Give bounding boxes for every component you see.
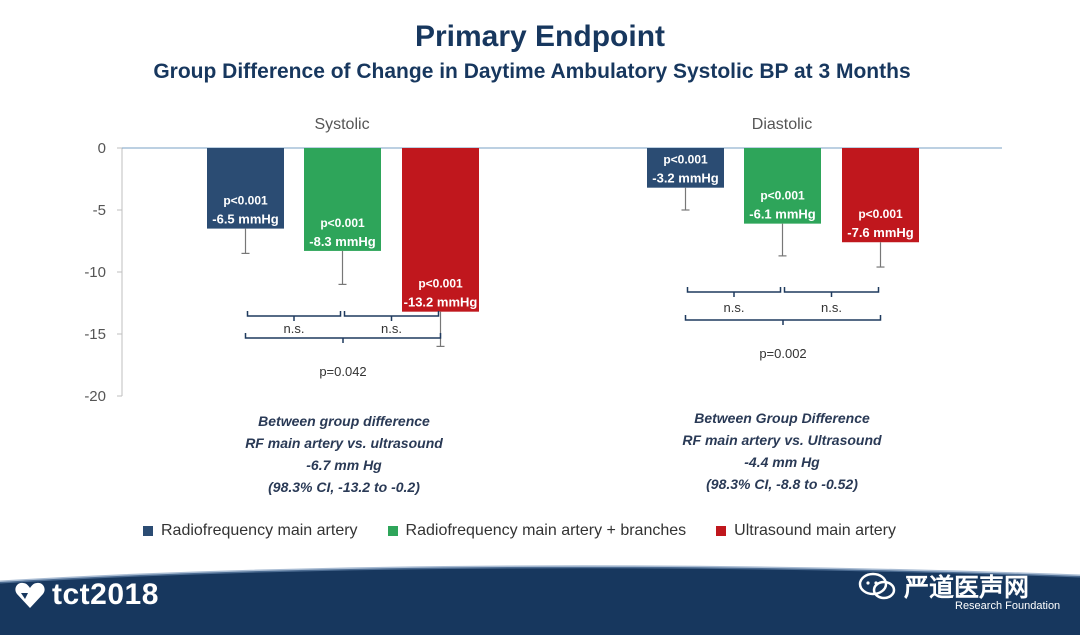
overall-label: p=0.002 (759, 346, 806, 361)
pair-bracket (343, 311, 440, 321)
footer-band (0, 560, 1080, 635)
tct-brand-text: tct2018 (52, 578, 159, 611)
pair-label: n.s. (724, 300, 745, 315)
bar (207, 148, 284, 229)
pair-label: n.s. (381, 321, 402, 336)
data-label-value: -3.2 mmHg (652, 171, 719, 186)
footer-org-text: Research Foundation (955, 600, 1061, 612)
data-label-p: p<0.001 (320, 216, 365, 230)
y-tick-label: -10 (84, 264, 106, 281)
legend-label-rf-main: Radiofrequency main artery (161, 522, 358, 539)
data-label-p: p<0.001 (760, 189, 805, 203)
tct-heart-icon (15, 582, 45, 608)
diastolic-diff-comparison: RF main artery vs. Ultrasound (682, 432, 882, 448)
legend-item-ultrasound: Ultrasound main artery (716, 522, 896, 540)
systolic-diff-value: -6.7 mm Hg (306, 457, 382, 473)
data-label-value: -8.3 mmHg (309, 234, 376, 249)
data-label-value: -6.1 mmHg (749, 207, 816, 222)
legend-label-rf-branches: Radiofrequency main artery + branches (405, 522, 687, 539)
pair-label: n.s. (284, 321, 305, 336)
diastolic-diff-value: -4.4 mm Hg (744, 454, 820, 470)
bar (842, 148, 919, 243)
legend-swatch-ultrasound (716, 526, 727, 536)
watermark-text: 严道医声网 (904, 574, 1030, 602)
legend-swatch-rf-branches (387, 526, 398, 536)
legend-item-rf-branches: Radiofrequency main artery + branches (387, 522, 687, 540)
chart-legend: Radiofrequency main artery Radiofrequenc… (143, 522, 896, 540)
y-tick-label: 0 (98, 140, 106, 157)
category-label: Diastolic (752, 116, 812, 133)
legend-item-rf-main: Radiofrequency main artery (143, 522, 358, 540)
legend-swatch-rf-main (143, 526, 153, 536)
data-label-p: p<0.001 (663, 153, 708, 167)
data-label-value: -13.2 mmHg (404, 295, 478, 310)
wechat-icon (858, 572, 896, 600)
data-label-p: p<0.001 (223, 194, 268, 208)
data-label-value: -6.5 mmHg (212, 212, 279, 227)
bar (647, 148, 724, 188)
category-label: Systolic (314, 116, 369, 133)
bar (744, 148, 821, 224)
pair-bracket (246, 311, 342, 321)
overall-bracket (244, 333, 442, 343)
page-title: Primary Endpoint (414, 20, 666, 53)
diastolic-diff-ci: (98.3% CI, -8.8 to -0.52) (706, 476, 858, 492)
footer-wave (0, 565, 1080, 635)
systolic-between-group-difference: Between group difference RF main artery … (174, 410, 514, 498)
y-tick-label: -15 (84, 326, 106, 343)
overall-bracket (684, 315, 882, 325)
watermark: 严道医声网 (858, 568, 1029, 604)
legend-label-ultrasound: Ultrasound main artery (734, 522, 896, 539)
diastolic-diff-heading: Between Group Difference (694, 410, 870, 426)
overall-label: p=0.042 (319, 364, 366, 379)
systolic-diff-ci: (98.3% CI, -13.2 to -0.2) (268, 479, 420, 495)
pair-bracket (783, 287, 880, 297)
data-label-p: p<0.001 (858, 207, 903, 221)
tct-logo: tct2018 (14, 578, 159, 612)
systolic-diff-heading: Between group difference (258, 413, 430, 429)
y-tick-label: -20 (84, 388, 106, 405)
bar-chart: 0 -5 -10 -15 -20 Systolic Diastolic p<0.001 -6.5… (84, 116, 1002, 405)
bar (402, 148, 479, 312)
y-tick-label: -5 (93, 202, 106, 219)
bar (304, 148, 381, 251)
page-subtitle: Group Difference of Change in Daytime Am… (153, 60, 911, 83)
systolic-diff-comparison: RF main artery vs. ultrasound (245, 435, 443, 451)
pair-bracket (686, 287, 782, 297)
diastolic-between-group-difference: Between Group Difference RF main artery … (612, 407, 952, 495)
pair-label: n.s. (821, 300, 842, 315)
data-label-value: -7.6 mmHg (847, 225, 914, 240)
data-label-p: p<0.001 (418, 277, 463, 291)
